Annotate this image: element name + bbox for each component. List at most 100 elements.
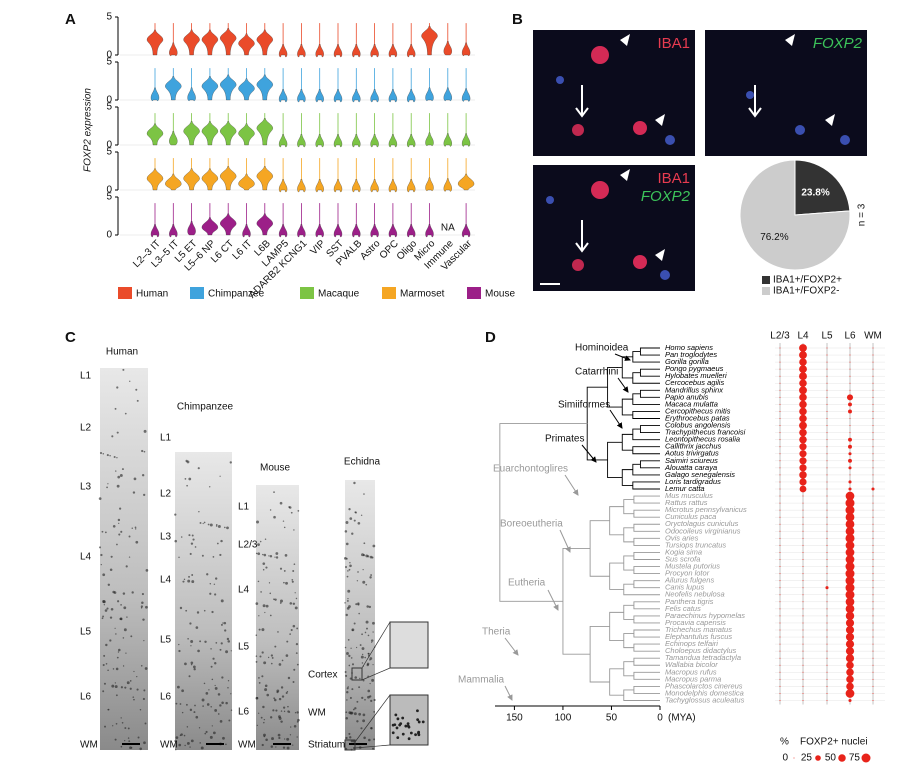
cell <box>296 721 299 723</box>
branch <box>623 583 660 596</box>
species-name: Cercocebus agilis <box>665 378 724 387</box>
cell <box>109 568 113 571</box>
cell <box>280 710 283 712</box>
cell <box>188 675 191 678</box>
dot <box>779 389 781 391</box>
cell <box>180 536 183 538</box>
dot <box>872 622 874 624</box>
dot <box>779 410 781 412</box>
dot <box>849 375 851 377</box>
cell <box>367 689 371 693</box>
cell <box>112 725 114 727</box>
cell <box>370 574 373 576</box>
violin <box>201 121 219 146</box>
layer-label: L2/3 <box>238 540 258 551</box>
cell <box>260 591 262 593</box>
violin <box>201 168 219 191</box>
cell <box>204 640 207 643</box>
dot <box>845 562 855 572</box>
cell <box>133 670 135 673</box>
species-name: Canis lupus <box>665 583 704 592</box>
species-name: Cuniculus paca <box>665 512 716 521</box>
cell <box>191 534 194 537</box>
dot <box>872 601 874 603</box>
violin <box>220 166 237 191</box>
cell <box>144 722 147 725</box>
cell <box>120 745 123 748</box>
dot <box>826 467 828 469</box>
y-tick-label: 5 <box>106 12 112 23</box>
cell <box>287 705 289 708</box>
clade-label: Euarchontoglires <box>493 464 568 475</box>
dot <box>799 407 807 416</box>
cell <box>214 709 218 712</box>
violin <box>352 134 361 148</box>
violin <box>201 29 219 56</box>
legend-swatch <box>300 287 314 299</box>
violin <box>278 89 288 103</box>
cell <box>297 718 300 722</box>
cell <box>136 675 138 678</box>
cell <box>123 606 127 610</box>
cell <box>184 478 187 480</box>
size-legend-dot <box>838 754 846 762</box>
dot <box>802 502 804 504</box>
branch <box>639 425 660 434</box>
cell <box>143 450 146 453</box>
cell <box>209 583 212 585</box>
dot <box>826 488 828 490</box>
cell <box>178 743 182 747</box>
violin <box>333 89 343 103</box>
cell <box>371 641 373 643</box>
cell <box>115 722 118 725</box>
species-name: Phascolarctos cinereus <box>665 681 743 690</box>
cell <box>102 690 105 693</box>
cell <box>124 686 127 689</box>
cell <box>345 521 349 524</box>
dot <box>802 594 804 596</box>
cell <box>421 720 425 724</box>
dot <box>802 523 804 525</box>
cell <box>275 552 279 555</box>
column-label: L2/3 <box>770 331 790 342</box>
pie-label: 76.2% <box>760 232 788 243</box>
dot <box>846 682 854 691</box>
violin <box>333 134 343 148</box>
cell <box>145 569 149 572</box>
cell <box>256 696 259 700</box>
dot <box>845 583 855 593</box>
layer-label: L6 <box>80 692 92 703</box>
size-legend-value: 50 <box>825 753 837 764</box>
cell <box>126 616 128 618</box>
cell <box>115 633 117 635</box>
cell <box>217 713 220 715</box>
dot <box>872 580 874 582</box>
cell <box>122 592 126 595</box>
cell <box>286 737 290 741</box>
violin <box>242 224 251 238</box>
cell <box>219 704 222 707</box>
cell <box>174 740 176 742</box>
cell <box>114 682 116 684</box>
layer-label: L5 <box>238 642 250 653</box>
cell <box>281 659 284 662</box>
cell <box>292 569 295 572</box>
branch <box>632 372 660 384</box>
cell <box>394 713 398 717</box>
cell <box>190 661 194 665</box>
dot <box>826 410 828 412</box>
dot <box>872 608 874 610</box>
cell <box>391 723 395 727</box>
cell <box>126 681 130 685</box>
dot <box>802 559 804 560</box>
cell <box>214 684 216 687</box>
cell <box>278 736 281 740</box>
cell <box>347 589 351 593</box>
cell <box>114 407 117 410</box>
species-name: Procavia capensis <box>665 618 726 627</box>
dot <box>779 432 781 434</box>
dot <box>872 700 874 701</box>
cell <box>345 716 348 720</box>
cell <box>209 523 213 527</box>
cell <box>369 695 372 698</box>
